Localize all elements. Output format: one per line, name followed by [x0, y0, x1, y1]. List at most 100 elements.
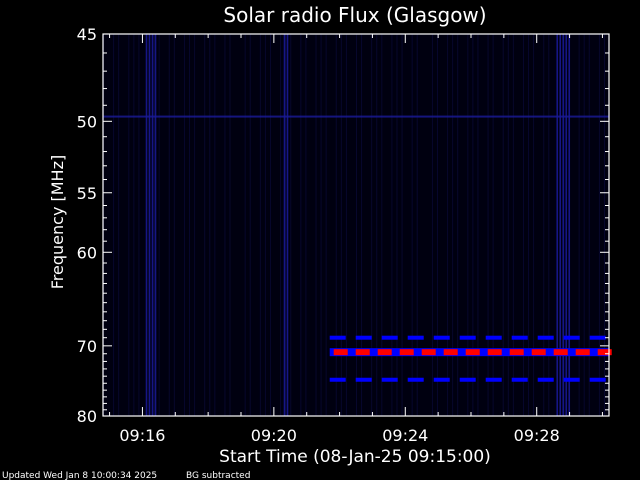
x-axis-label: Start Time (08-Jan-25 09:15:00)	[219, 447, 491, 467]
vertical-streak	[562, 34, 565, 416]
noise-column	[416, 34, 418, 416]
bg-subtracted-note: BG subtracted	[186, 471, 250, 480]
axes: 45 50 55 60 70 80 09:16 09:20 09:24 09:28	[77, 25, 610, 445]
horizontal-band	[563, 335, 580, 340]
noise-column	[522, 34, 524, 416]
noise-column	[447, 34, 449, 416]
vertical-streak	[151, 34, 154, 416]
vertical-streak	[568, 34, 571, 416]
noise-column	[452, 34, 454, 416]
horizontal-band	[537, 377, 554, 382]
noise-column	[128, 34, 130, 416]
noise-column	[335, 34, 337, 416]
noise-column	[290, 34, 292, 416]
vertical-streak	[565, 34, 568, 416]
horizontal-band-peak	[443, 349, 458, 356]
heatmap-layer	[103, 34, 612, 416]
noise-column	[118, 34, 120, 416]
noise-column	[376, 34, 378, 416]
noise-column	[244, 34, 246, 416]
noise-column	[285, 34, 287, 416]
horizontal-band-peak	[465, 349, 480, 356]
y-axis-label: Frequency [MHz]	[48, 155, 67, 289]
noise-column	[209, 34, 211, 416]
y-tick-label: 80	[77, 407, 97, 426]
noise-column	[401, 34, 403, 416]
noise-column	[356, 34, 357, 416]
horizontal-band-peak	[509, 349, 524, 356]
noise-column	[533, 34, 535, 416]
x-tick-label: 09:16	[119, 426, 165, 445]
y-tick-label: 45	[77, 25, 97, 44]
horizontal-band-peak	[333, 349, 348, 356]
updated-timestamp: Updated Wed Jan 8 10:00:34 2025	[2, 471, 157, 480]
vertical-streak	[559, 34, 562, 416]
noise-column	[173, 34, 175, 416]
horizontal-band-peak	[377, 349, 392, 356]
noise-column	[183, 34, 185, 416]
noise-column	[300, 34, 302, 416]
noise-column	[411, 34, 413, 416]
noise-column	[472, 34, 474, 416]
noise-column	[381, 34, 383, 416]
noise-column	[264, 34, 266, 416]
horizontal-band-peak	[355, 349, 370, 356]
horizontal-band	[485, 377, 502, 382]
vertical-streak	[556, 34, 559, 416]
horizontal-band	[511, 377, 528, 382]
horizontal-band	[511, 335, 528, 340]
noise-column	[138, 34, 140, 416]
x-tick-label: 09:24	[382, 426, 428, 445]
noise-column	[249, 34, 251, 416]
noise-column	[548, 34, 550, 416]
noise-column	[431, 34, 433, 416]
horizontal-band	[329, 335, 346, 340]
horizontal-band-peak	[487, 349, 502, 356]
vertical-streak	[283, 34, 286, 416]
noise-column	[492, 34, 494, 416]
noise-column	[598, 34, 600, 416]
vertical-streak	[145, 34, 148, 416]
plot-frame	[102, 33, 610, 417]
noise-column	[477, 34, 479, 416]
noise-column	[543, 34, 545, 416]
horizontal-band	[485, 335, 502, 340]
horizontal-band	[407, 377, 424, 382]
y-tick-label: 50	[77, 112, 97, 131]
horizontal-band-peak	[553, 349, 568, 356]
noise-column	[259, 34, 261, 416]
noise-column	[502, 34, 504, 416]
noise-column	[204, 34, 206, 416]
noise-column	[113, 34, 115, 416]
noise-column	[578, 34, 580, 416]
noise-column	[507, 34, 509, 416]
noise-column	[583, 34, 585, 416]
horizontal-band	[433, 335, 450, 340]
vertical-streak	[154, 34, 157, 416]
noise-column	[325, 34, 327, 416]
noise-column	[603, 34, 605, 416]
horizontal-band	[407, 335, 424, 340]
horizontal-band	[589, 377, 606, 382]
noise-column	[229, 34, 231, 416]
horizontal-band	[355, 377, 372, 382]
noise-column	[512, 34, 514, 416]
horizontal-band	[381, 377, 398, 382]
horizontal-band	[433, 377, 450, 382]
horizontal-band	[563, 377, 580, 382]
noise-column	[269, 34, 271, 416]
y-tick-label: 55	[77, 184, 97, 203]
noise-column	[194, 34, 196, 416]
horizontal-band	[459, 335, 476, 340]
noise-column	[371, 34, 373, 416]
horizontal-band-peak	[421, 349, 436, 356]
noise-column	[214, 34, 216, 416]
noise-column	[189, 34, 191, 416]
noise-column	[168, 34, 170, 416]
noise-column	[158, 34, 160, 416]
noise-column	[224, 34, 226, 416]
noise-column	[320, 34, 322, 416]
horizontal-band	[329, 377, 346, 382]
horizontal-band	[381, 335, 398, 340]
